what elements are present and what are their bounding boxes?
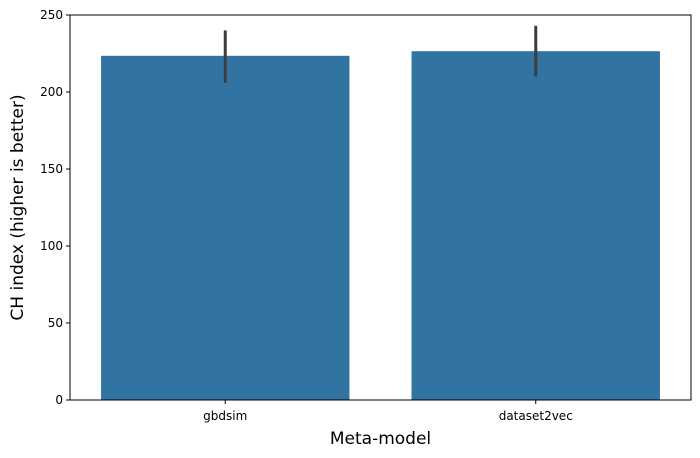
x-tick-label: gbdsim xyxy=(203,409,247,423)
y-tick-label: 100 xyxy=(40,239,63,253)
y-tick-label: 0 xyxy=(55,393,63,407)
y-tick-label: 250 xyxy=(40,8,63,22)
axes-frame xyxy=(69,14,692,401)
x-axis-title: Meta-model xyxy=(330,429,431,449)
bar-gbdsim xyxy=(101,55,350,401)
bars-group xyxy=(101,25,660,401)
y-tick-label: 50 xyxy=(48,316,63,330)
y-axis-ticks: 0 50 100 150 200 250 xyxy=(40,8,70,407)
y-axis-title: CH index (higher is better) xyxy=(8,94,28,320)
bar-dataset2vec xyxy=(411,51,660,400)
x-axis-ticks: gbdsim dataset2vec xyxy=(203,400,573,423)
y-tick-label: 200 xyxy=(40,85,63,99)
x-tick-label: dataset2vec xyxy=(499,409,573,423)
y-tick-label: 150 xyxy=(40,162,63,176)
